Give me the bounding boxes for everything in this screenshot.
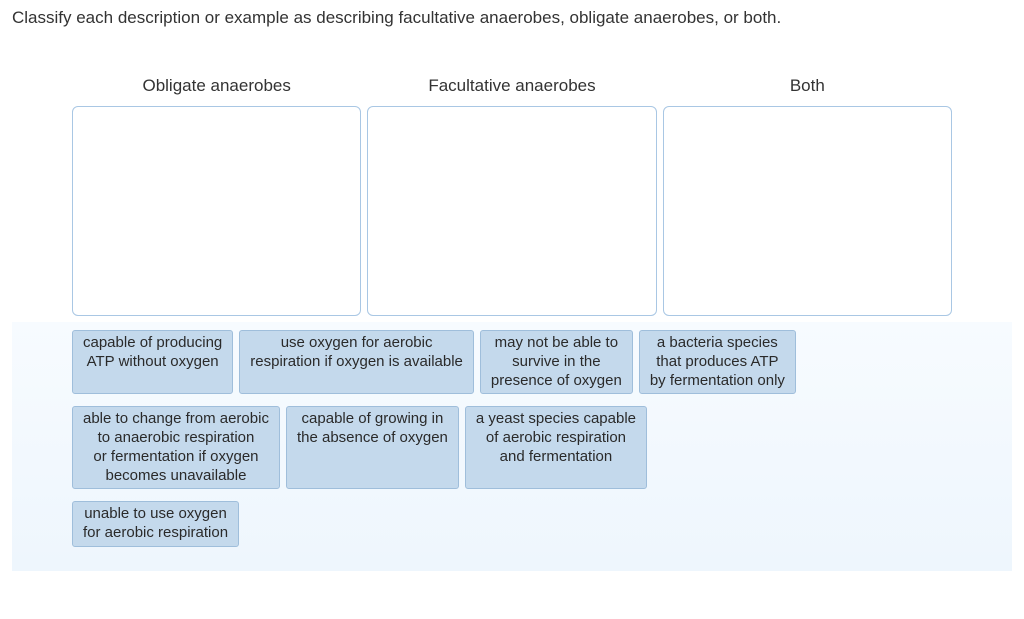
chip-change-aerobic-to-anaerobic[interactable]: able to change from aerobicto anaerobic … (72, 406, 280, 489)
chip-may-not-survive-oxygen[interactable]: may not be able tosurvive in thepresence… (480, 330, 633, 394)
chip-yeast-aerobic-and-fermentation[interactable]: a yeast species capableof aerobic respir… (465, 406, 647, 489)
dropzone-both[interactable] (663, 106, 952, 316)
column-facultative: Facultative anaerobes (367, 76, 656, 316)
chip-unable-use-oxygen[interactable]: unable to use oxygenfor aerobic respirat… (72, 501, 239, 547)
dropzone-facultative[interactable] (367, 106, 656, 316)
drop-columns: Obligate anaerobes Facultative anaerobes… (12, 76, 1012, 316)
column-header-both: Both (790, 76, 825, 96)
column-header-facultative: Facultative anaerobes (428, 76, 595, 96)
instruction-text: Classify each description or example as … (12, 8, 1012, 28)
column-header-obligate: Obligate anaerobes (142, 76, 290, 96)
answer-pool: capable of producingATP without oxygen u… (72, 330, 952, 547)
chip-use-oxygen-if-available[interactable]: use oxygen for aerobicrespiration if oxy… (239, 330, 474, 394)
dropzone-obligate[interactable] (72, 106, 361, 316)
chip-atp-without-oxygen[interactable]: capable of producingATP without oxygen (72, 330, 233, 394)
chip-bacteria-fermentation-only[interactable]: a bacteria speciesthat produces ATPby fe… (639, 330, 796, 394)
answer-pool-wrap: capable of producingATP without oxygen u… (12, 322, 1012, 571)
chip-grow-absence-oxygen[interactable]: capable of growing inthe absence of oxyg… (286, 406, 459, 489)
column-obligate: Obligate anaerobes (72, 76, 361, 316)
column-both: Both (663, 76, 952, 316)
